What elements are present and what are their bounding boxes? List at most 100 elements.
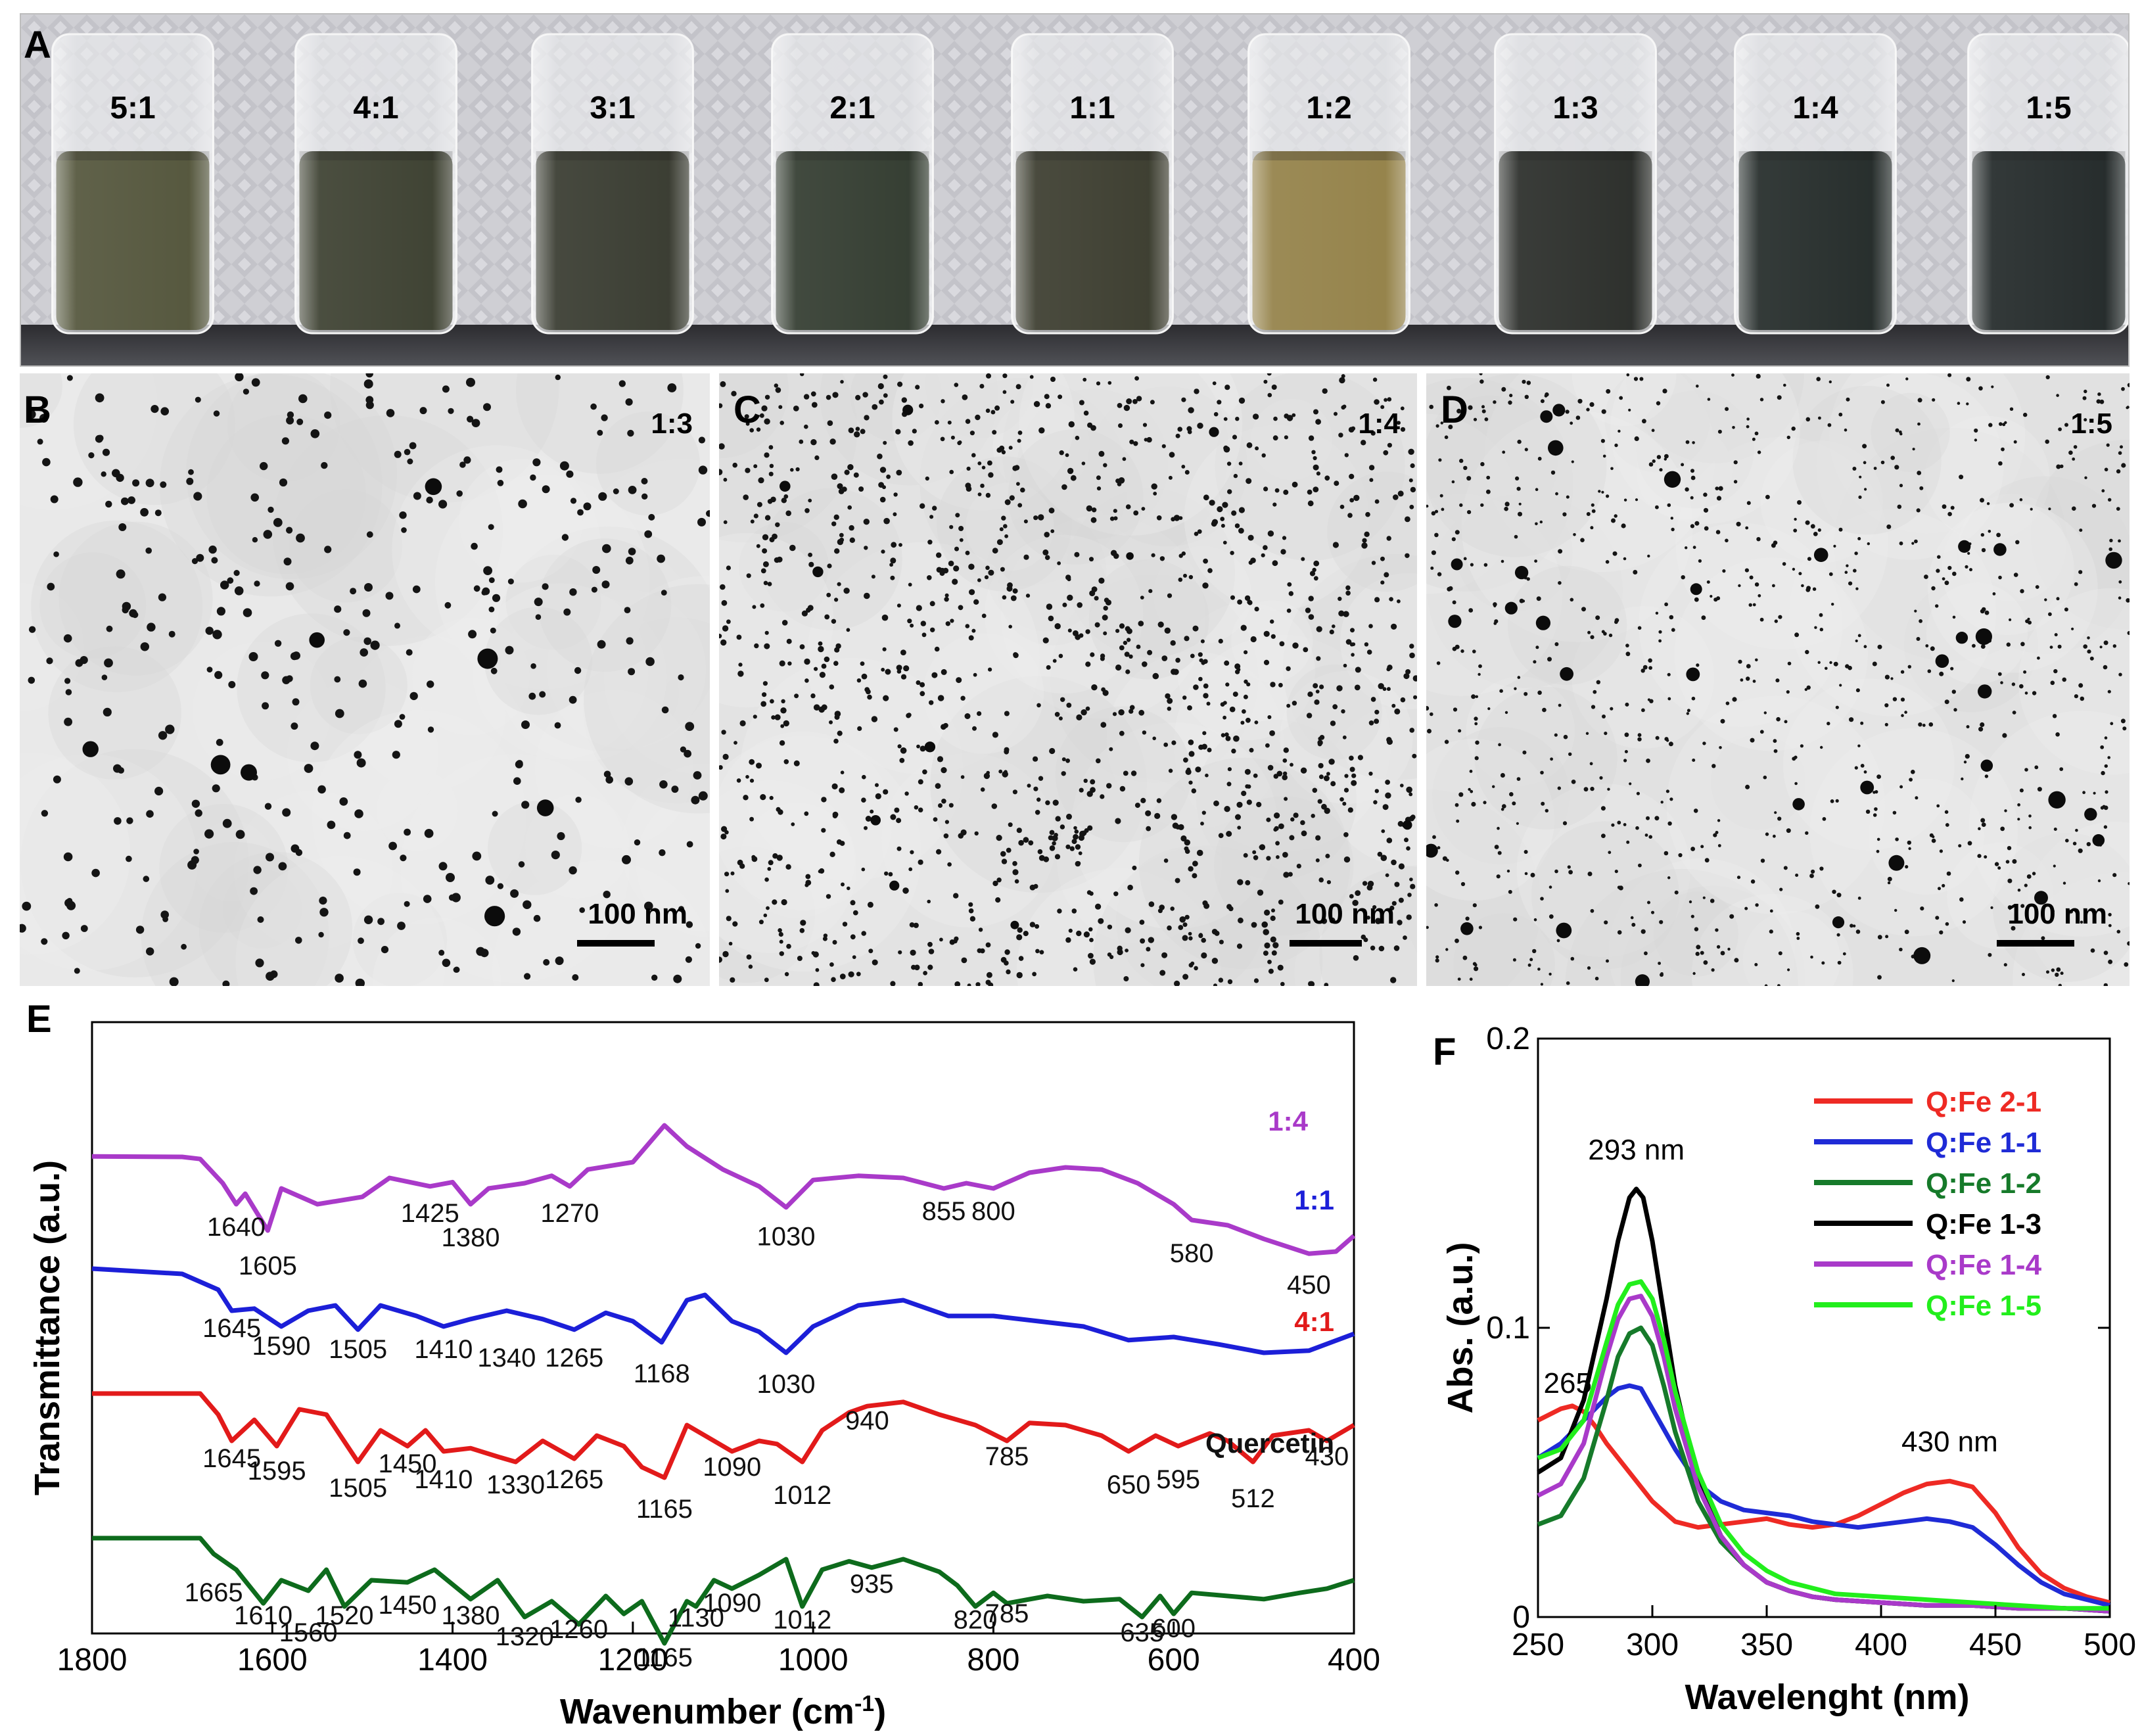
nanoparticle	[1089, 937, 1094, 943]
nanoparticle	[1020, 487, 1025, 493]
nanoparticle	[1894, 465, 1899, 470]
nanoparticle	[1283, 747, 1289, 753]
nanoparticle	[1702, 896, 1706, 899]
nanoparticle	[940, 436, 945, 442]
nanoparticle	[1398, 897, 1404, 903]
nanoparticle	[140, 642, 149, 651]
nanoparticle	[1212, 381, 1217, 385]
nanoparticle	[846, 628, 850, 632]
nanoparticle	[1884, 722, 1888, 726]
nanoparticle	[1134, 376, 1139, 381]
nanoparticle	[1146, 947, 1151, 952]
nanoparticle	[1141, 507, 1146, 511]
tem-contrast-blob	[1947, 842, 2054, 950]
nanoparticle	[2037, 656, 2040, 660]
nanoparticle	[1023, 519, 1028, 524]
nanoparticle	[1894, 908, 1898, 912]
tem-contrast-blob	[31, 520, 203, 693]
tem-contrast-blob	[1572, 373, 1677, 427]
nanoparticle-large	[1514, 565, 1529, 580]
tem-contrast-blob	[193, 642, 331, 780]
nanoparticle	[1117, 945, 1123, 951]
tem-contrast-blob	[1474, 686, 1618, 830]
nanoparticle	[1909, 778, 1913, 782]
nanoparticle	[1180, 835, 1187, 842]
nanoparticle	[1065, 844, 1071, 849]
nanoparticle	[1065, 937, 1071, 943]
nanoparticle	[1715, 530, 1721, 534]
nanoparticle	[1192, 873, 1198, 879]
nanoparticle	[2056, 597, 2060, 601]
nanoparticle	[1475, 695, 1478, 698]
nanoparticle	[1371, 561, 1376, 565]
nanoparticle	[1907, 665, 1911, 669]
nanoparticle	[1085, 661, 1091, 667]
nanoparticle	[1409, 504, 1414, 509]
nanoparticle	[233, 570, 240, 576]
nanoparticle	[1601, 833, 1606, 838]
nanoparticle	[1917, 398, 1922, 403]
ftir-peak-label: 940	[845, 1406, 889, 1435]
tem-contrast-blob	[583, 617, 710, 803]
nanoparticle	[2060, 972, 2064, 975]
ftir-peak-label: 1265	[545, 1465, 603, 1494]
nanoparticle	[1690, 847, 1695, 851]
nanoparticle	[1142, 661, 1148, 667]
nanoparticle	[1290, 817, 1295, 822]
nanoparticle	[1118, 709, 1125, 716]
nanoparticle	[1816, 377, 1821, 381]
nanoparticle	[1349, 498, 1355, 503]
nanoparticle	[1545, 392, 1549, 397]
nanoparticle	[2058, 983, 2062, 986]
tem-contrast-blob	[892, 373, 1075, 511]
nanoparticle	[1344, 774, 1349, 778]
nanoparticle	[1207, 568, 1213, 573]
nanoparticle	[1213, 800, 1219, 807]
nanoparticle	[1159, 970, 1166, 976]
nanoparticle	[1624, 732, 1629, 738]
nanoparticle	[1837, 960, 1842, 965]
nanoparticle	[1272, 435, 1278, 441]
nanoparticle	[1012, 860, 1017, 866]
legend-entry: Q:Fe 1-2	[1926, 1167, 2041, 1200]
nanoparticle	[2028, 814, 2032, 818]
nanoparticle	[1264, 942, 1270, 949]
nanoparticle	[1838, 412, 1843, 417]
nanoparticle	[854, 431, 860, 438]
nanoparticle	[2051, 968, 2055, 972]
nanoparticle	[996, 878, 1002, 883]
nanoparticle	[781, 699, 785, 703]
nanoparticle	[2104, 467, 2108, 472]
nanoparticle	[597, 429, 603, 436]
nanoparticle	[2112, 644, 2116, 648]
nanoparticle	[1829, 661, 1832, 665]
nanoparticle	[1502, 804, 1506, 809]
tem-contrast-blob	[850, 373, 943, 442]
nanoparticle	[1725, 538, 1729, 543]
nanoparticle	[1787, 661, 1792, 666]
nanoparticle	[292, 698, 300, 706]
tem-contrast-blob	[289, 489, 403, 603]
nanoparticle	[154, 509, 162, 517]
nanoparticle	[2024, 768, 2028, 772]
nanoparticle	[1786, 690, 1790, 694]
nanoparticle	[1138, 621, 1144, 626]
nanoparticle-large	[241, 764, 257, 781]
nanoparticle	[821, 797, 827, 803]
nanoparticle-large	[1540, 410, 1553, 423]
nanoparticle	[1393, 494, 1399, 500]
nanoparticle-large	[902, 404, 914, 415]
nanoparticle	[1812, 587, 1817, 591]
nanoparticle	[865, 816, 872, 822]
nanoparticle-large	[1635, 974, 1650, 986]
nanoparticle	[1393, 945, 1400, 951]
nanoparticle	[1819, 628, 1823, 632]
nanoparticle	[318, 931, 324, 938]
nanoparticle	[1668, 741, 1673, 747]
nanoparticle	[1182, 935, 1188, 941]
nanoparticle	[1716, 496, 1722, 501]
nanoparticle	[1651, 910, 1654, 914]
nanoparticle	[1660, 973, 1664, 977]
nanoparticle	[950, 619, 954, 623]
nanoparticle	[856, 972, 861, 977]
